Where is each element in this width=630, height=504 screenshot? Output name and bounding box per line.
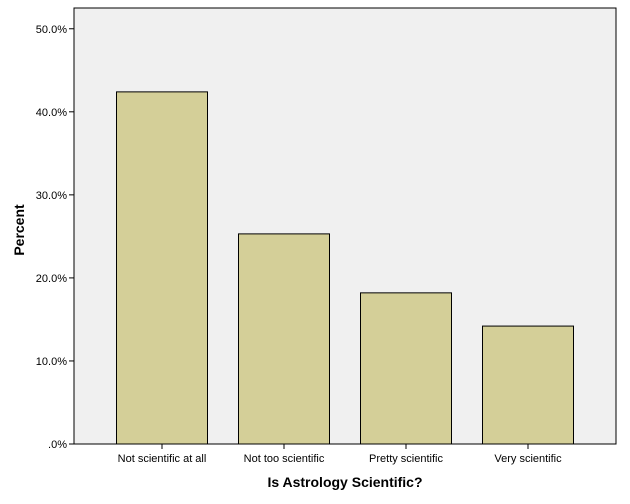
- x-tick-label: Not too scientific: [244, 453, 325, 465]
- x-tick-label: Pretty scientific: [369, 453, 443, 465]
- y-tick-label: 20.0%: [36, 273, 67, 285]
- y-tick-label: 50.0%: [36, 24, 67, 36]
- x-tick-label: Very scientific: [494, 453, 562, 465]
- y-axis-title: Percent: [11, 204, 27, 256]
- bar-2: [238, 233, 330, 445]
- y-tick-label: 30.0%: [36, 190, 67, 202]
- bar-3: [360, 292, 452, 445]
- y-axis-ticks: .0% 10.0% 20.0% 30.0% 40.0% 50.0%: [36, 24, 74, 451]
- x-tick-label: Not scientific at all: [118, 453, 207, 465]
- x-axis-ticks: Not scientific at all Not too scientific P…: [118, 444, 562, 465]
- bar-1: [116, 91, 208, 445]
- bars: [116, 91, 574, 445]
- y-tick-label: .0%: [48, 439, 67, 451]
- x-axis-title: Is Astrology Scientific?: [267, 474, 422, 490]
- y-tick-label: 10.0%: [36, 356, 67, 368]
- y-tick-label: 40.0%: [36, 107, 67, 119]
- bar-4: [482, 325, 574, 445]
